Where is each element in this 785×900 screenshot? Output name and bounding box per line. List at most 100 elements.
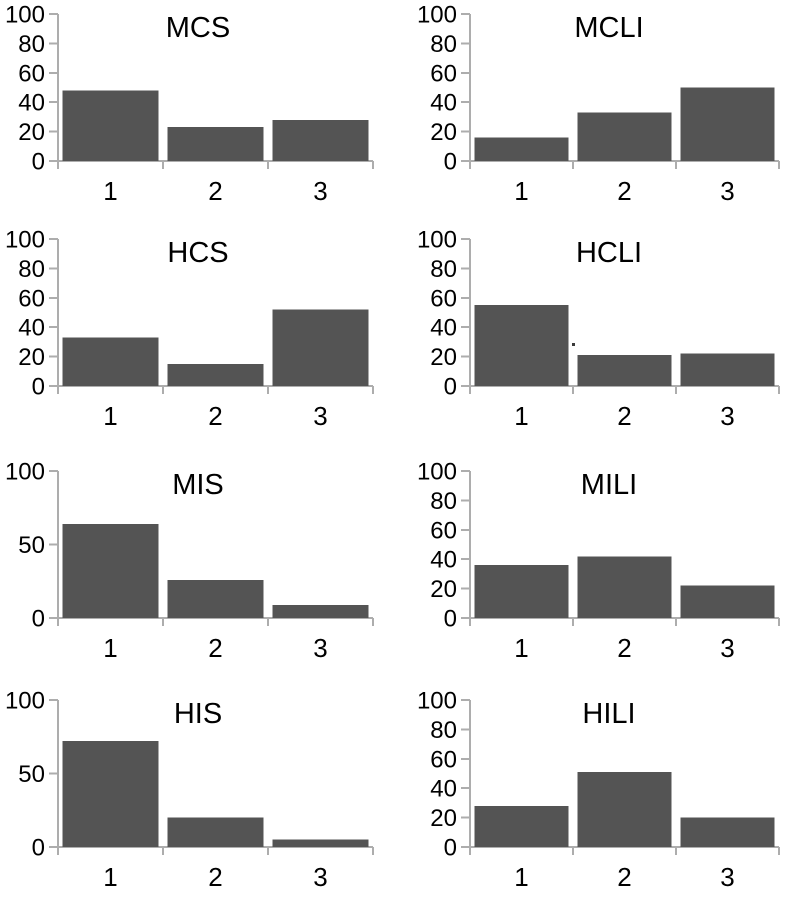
- chart-cell-hili: 0 20 40 60 80 100 1 2 3 HILI: [393, 686, 785, 900]
- y-tick-label: 0: [32, 149, 45, 176]
- y-tick-label: 60: [430, 285, 457, 312]
- chart-cell-hcli: 0 20 40 60 80 100 1 2 3 HCLI: [393, 225, 785, 450]
- bar-1: [62, 523, 159, 618]
- y-tick-label: 0: [444, 149, 457, 176]
- y-tick-label: 80: [18, 31, 45, 58]
- x-category-label: 3: [313, 633, 327, 663]
- chart-title: HCLI: [576, 237, 642, 269]
- x-category-label: 2: [617, 862, 631, 892]
- bar-1: [474, 137, 569, 161]
- bar-2: [167, 579, 264, 618]
- bar-2: [577, 556, 672, 618]
- y-tick-label: 0: [32, 835, 45, 862]
- x-category-label: 3: [720, 176, 734, 206]
- y-tick-label: 80: [430, 31, 457, 58]
- y-tick-label: 100: [417, 688, 457, 715]
- scan-speck-artifact: [572, 343, 575, 346]
- y-tick-label: 0: [444, 374, 457, 401]
- y-tick-label: 100: [5, 227, 45, 254]
- y-tick-label: 80: [18, 256, 45, 283]
- bar-3: [680, 817, 775, 847]
- bar-3: [680, 87, 775, 161]
- y-tick-label: 20: [430, 344, 457, 371]
- bar-3: [272, 839, 369, 847]
- x-category-label: 1: [514, 176, 528, 206]
- x-category-label: 1: [103, 401, 117, 431]
- y-tick-label: 40: [430, 315, 457, 342]
- y-tick-label: 50: [18, 761, 45, 788]
- y-tick-label: 40: [430, 547, 457, 574]
- x-category-label: 2: [617, 401, 631, 431]
- bar-3: [272, 309, 369, 386]
- bar-3: [272, 604, 369, 618]
- x-category-label: 3: [720, 633, 734, 663]
- bar-2: [167, 127, 264, 161]
- chart-title: MCS: [166, 12, 230, 44]
- chart-cell-his: 0 50 100 1 2 3 HIS: [0, 686, 393, 900]
- y-tick-label: 0: [444, 606, 457, 633]
- y-tick-label: 60: [430, 517, 457, 544]
- x-category-label: 2: [208, 401, 222, 431]
- bar-3: [680, 585, 775, 618]
- chart-cell-hcs: 0 20 40 60 80 100 1 2 3 HCS: [0, 225, 393, 450]
- bar-3: [272, 119, 369, 161]
- y-tick-label: 40: [430, 776, 457, 803]
- y-tick-label: 20: [430, 805, 457, 832]
- y-tick-label: 80: [430, 256, 457, 283]
- bar-1: [62, 741, 159, 847]
- x-category-label: 3: [720, 862, 734, 892]
- x-category-label: 1: [103, 176, 117, 206]
- bar-3: [680, 353, 775, 386]
- y-tick-label: 60: [430, 60, 457, 87]
- x-category-label: 1: [514, 401, 528, 431]
- x-category-label: 2: [617, 176, 631, 206]
- y-tick-label: 40: [18, 315, 45, 342]
- bar-1: [474, 565, 569, 618]
- y-tick-label: 100: [5, 688, 45, 715]
- bar-chart-mis: 0 50 100 1 2 3 MIS: [5, 459, 374, 663]
- chart-cell-mis: 0 50 100 1 2 3 MIS: [0, 457, 393, 682]
- chart-title: HIS: [174, 698, 222, 730]
- x-category-label: 2: [208, 862, 222, 892]
- y-tick-label: 100: [417, 227, 457, 254]
- chart-cell-mili: 0 20 40 60 80 100 1 2 3 MILI: [393, 457, 785, 682]
- y-tick-label: 0: [32, 606, 45, 633]
- bar-chart-his: 0 50 100 1 2 3 HIS: [5, 688, 374, 892]
- chart-cell-mcli: 0 20 40 60 80 100 1 2 3 MCLI: [393, 0, 785, 225]
- bar-2: [577, 112, 672, 161]
- y-tick-label: 20: [430, 119, 457, 146]
- x-category-label: 2: [617, 633, 631, 663]
- y-tick-label: 20: [18, 119, 45, 146]
- y-tick-label: 40: [18, 90, 45, 117]
- x-category-label: 1: [514, 633, 528, 663]
- bar-1: [474, 805, 569, 847]
- x-category-label: 2: [208, 176, 222, 206]
- x-category-label: 3: [313, 862, 327, 892]
- x-category-label: 1: [103, 633, 117, 663]
- x-category-label: 2: [208, 633, 222, 663]
- bar-1: [62, 337, 159, 386]
- y-tick-label: 60: [18, 285, 45, 312]
- y-tick-label: 20: [18, 344, 45, 371]
- y-tick-label: 80: [430, 488, 457, 515]
- y-tick-label: 40: [430, 90, 457, 117]
- y-tick-label: 60: [430, 746, 457, 773]
- bar-2: [577, 355, 672, 386]
- y-tick-label: 60: [18, 60, 45, 87]
- x-category-label: 3: [313, 401, 327, 431]
- chart-title: MIS: [172, 469, 224, 501]
- y-tick-label: 20: [430, 576, 457, 603]
- x-category-label: 1: [103, 862, 117, 892]
- chart-title: HILI: [582, 698, 635, 730]
- chart-title: MILI: [581, 469, 637, 501]
- bar-2: [577, 772, 672, 847]
- y-tick-label: 0: [444, 835, 457, 862]
- x-category-label: 3: [313, 176, 327, 206]
- bar-1: [62, 90, 159, 161]
